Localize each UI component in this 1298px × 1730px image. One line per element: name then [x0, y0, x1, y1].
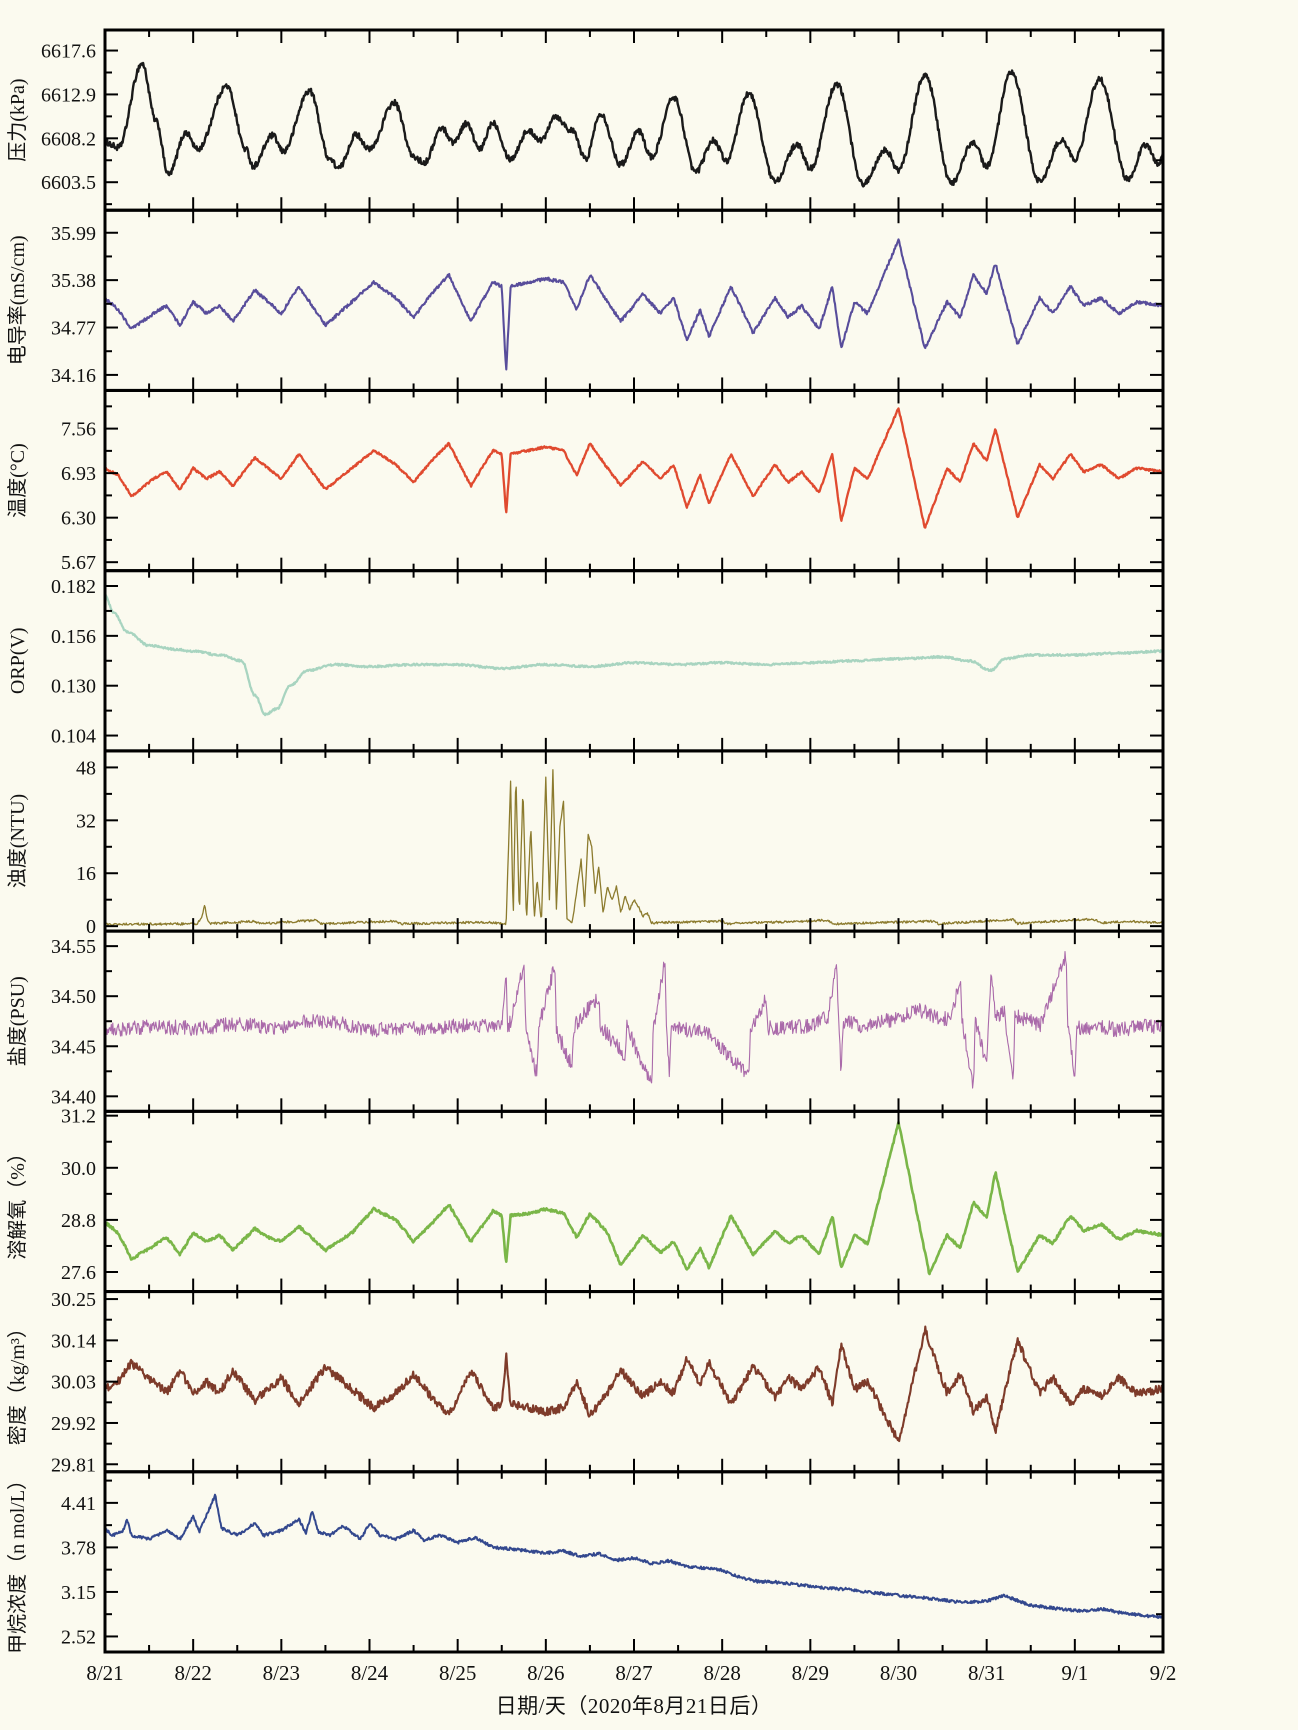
series-pressure-line	[103, 61, 1165, 188]
panel-frame	[103, 569, 1165, 753]
y-tick-label: 6608.2	[41, 128, 96, 150]
x-tick-label: 8/24	[351, 1661, 389, 1685]
panel-methane: 2.52 3.15 3.78 4.41 甲烷浓度（n mol/L）	[6, 1470, 1165, 1654]
x-tick-label: 8/23	[263, 1661, 300, 1685]
panel-temperature: 5.67 6.30 6.93 7.56 温度(°C)	[6, 388, 1165, 574]
y-tick-label: 29.92	[51, 1413, 96, 1435]
panel-density: 29.81 29.92 30.03 30.14 30.25 密度（kg/m³）	[6, 1289, 1165, 1476]
panel-frame	[103, 208, 1165, 392]
series-dissolved-oxygen-line	[103, 1120, 1165, 1276]
y-tick-label: 0.182	[51, 576, 96, 598]
y-tick-label: 35.38	[51, 270, 96, 292]
y-axis-label-temperature: 温度(°C)	[6, 443, 29, 518]
y-axis-label-methane: 甲烷浓度（n mol/L）	[6, 1470, 29, 1654]
series-orp-line	[103, 593, 1165, 717]
y-tick-label: 31.2	[61, 1106, 96, 1128]
y-tick-label: 30.14	[51, 1330, 96, 1352]
y-tick-label: 29.81	[51, 1454, 96, 1476]
y-tick-label: 0	[86, 916, 96, 938]
y-tick-label: 34.16	[51, 365, 96, 387]
y-tick-label: 34.45	[51, 1036, 96, 1058]
y-tick-label: 0.104	[51, 726, 96, 748]
y-tick-label: 35.99	[51, 223, 96, 245]
x-tick-label: 8/29	[792, 1661, 829, 1685]
series-methane-line	[104, 1493, 1164, 1620]
x-tick-label: 8/30	[880, 1661, 917, 1685]
y-tick-label: 32	[76, 810, 96, 832]
panel-salinity: 34.40 34.45 34.50 34.55 盐度(PSU)	[6, 929, 1165, 1113]
series-temperature-line	[103, 407, 1165, 529]
y-axis-label-turbidity: 浊度(NTU)	[6, 794, 29, 888]
panel-dissolved-oxygen: 27.6 28.8 30.0 31.2 溶解氧（%）	[6, 1106, 1165, 1294]
panel-frame	[103, 929, 1165, 1113]
x-tick-label: 8/28	[704, 1661, 741, 1685]
panel-frame	[103, 1109, 1165, 1294]
y-tick-label: 4.41	[61, 1493, 96, 1515]
y-tick-label: 3.78	[61, 1537, 96, 1559]
panel-frame	[103, 388, 1165, 573]
y-tick-label: 5.67	[61, 552, 96, 574]
panel-turbidity: 0 16 32 48 浊度(NTU)	[6, 749, 1165, 938]
x-tick-label: 8/27	[615, 1661, 652, 1685]
y-axis-label-dissolved-oxygen: 溶解氧（%）	[6, 1143, 29, 1260]
series-conductivity-line	[103, 238, 1165, 371]
y-axis-label-pressure: 压力(kPa)	[6, 78, 29, 161]
y-tick-label: 0.130	[51, 676, 96, 698]
y-tick-label: 6612.9	[41, 84, 96, 106]
y-tick-label: 30.0	[61, 1158, 96, 1180]
x-tick-label: 8/31	[968, 1661, 1005, 1685]
x-axis-title: 日期/天（2020年8月21日后）	[495, 1694, 773, 1718]
y-tick-label: 48	[76, 757, 96, 779]
panel-frame	[103, 749, 1165, 933]
panel-frame	[103, 28, 1165, 212]
y-tick-label: 6617.6	[41, 41, 96, 63]
y-axis-label-orp: ORP(V)	[7, 627, 29, 694]
x-tick-label: 8/21	[86, 1661, 123, 1685]
y-tick-label: 6603.5	[41, 172, 96, 194]
y-axis-label-density: 密度（kg/m³）	[6, 1318, 29, 1445]
y-tick-label: 0.156	[51, 626, 96, 648]
x-tick-label: 8/25	[439, 1661, 476, 1685]
x-tick-label: 8/26	[527, 1661, 564, 1685]
y-tick-label: 34.40	[51, 1086, 96, 1108]
y-tick-label: 34.55	[51, 936, 96, 958]
y-tick-label: 30.25	[51, 1289, 96, 1311]
y-tick-label: 2.52	[61, 1626, 96, 1648]
y-axis-label-conductivity: 电导率(mS/cm)	[6, 235, 29, 365]
y-axis-label-salinity: 盐度(PSU)	[6, 976, 29, 1066]
x-tick-label: 9/1	[1061, 1661, 1088, 1685]
x-tick-label: 8/22	[175, 1661, 212, 1685]
panel-conductivity: 34.16 34.77 35.38 35.99 电导率(mS/cm)	[6, 208, 1165, 392]
series-salinity-line	[104, 951, 1164, 1089]
x-tick-label: 9/2	[1150, 1661, 1177, 1685]
y-tick-label: 34.77	[51, 318, 96, 340]
panel-pressure: 6603.5 6608.2 6612.9 6617.6 压力(kPa)	[6, 28, 1165, 212]
y-tick-label: 7.56	[61, 419, 96, 441]
y-tick-label: 16	[76, 863, 96, 885]
panel-orp: 0.104 0.130 0.156 0.182 ORP(V)	[7, 569, 1165, 753]
y-tick-label: 34.50	[51, 986, 96, 1008]
y-tick-label: 3.15	[61, 1582, 96, 1604]
y-tick-label: 30.03	[51, 1372, 96, 1394]
panel-frame	[103, 1470, 1165, 1654]
y-tick-label: 6.93	[61, 463, 96, 485]
y-tick-label: 6.30	[61, 508, 96, 530]
y-tick-label: 28.8	[61, 1210, 96, 1232]
series-density-line	[103, 1325, 1165, 1443]
series-turbidity-line	[104, 769, 1164, 926]
y-tick-label: 27.6	[61, 1262, 96, 1284]
